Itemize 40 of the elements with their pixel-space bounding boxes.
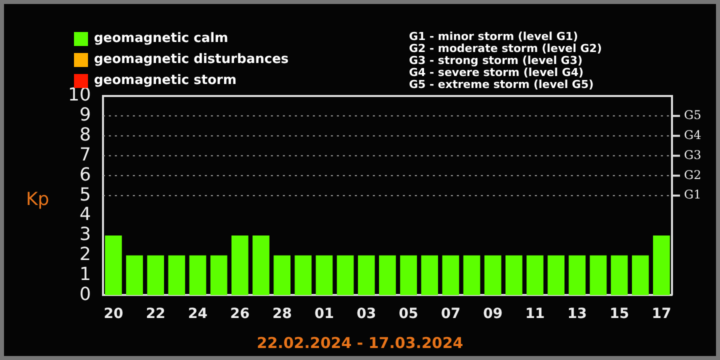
text: G5 - extreme storm (level G5) [409, 78, 595, 91]
x-tick-label: 03 [356, 306, 376, 322]
x-tick-label: 26 [230, 306, 250, 322]
x-tick-label: 20 [104, 306, 124, 322]
text: G4 - severe storm (level G4) [409, 66, 585, 79]
legend-label: geomagnetic calm [94, 30, 228, 48]
x-tick-label: 17 [652, 306, 672, 322]
ref-line-label: G1 [684, 188, 702, 202]
x-tick-label: 15 [610, 306, 630, 322]
text: G3 - strong storm (level G3) [409, 54, 584, 67]
text: G1 - minor storm (level G1) [409, 30, 580, 43]
x-axis-title: 22.02.2024 - 17.03.2024 [256, 334, 464, 352]
x-tick-label: 07 [440, 306, 460, 322]
y-tick-label: 0 [79, 284, 91, 305]
y-tick-label: 10 [68, 84, 91, 106]
legend-label: geomagnetic storm [94, 72, 236, 90]
y-tick-label: 6 [79, 164, 91, 186]
y-tick-label: 3 [79, 224, 91, 246]
ref-line-label: G2 [684, 168, 702, 182]
y-tick-label: 8 [79, 124, 91, 146]
y-tick-label: 5 [79, 184, 91, 206]
x-tick-label: 13 [567, 306, 587, 322]
legend-label: geomagnetic disturbances [94, 51, 289, 69]
ref-line-label: G5 [684, 108, 702, 122]
y-tick-label: 1 [79, 264, 91, 285]
ref-line-label: G4 [684, 128, 702, 142]
x-tick-label: 09 [483, 306, 503, 322]
y-tick-label: 9 [79, 104, 91, 126]
ref-line-label: G3 [684, 148, 702, 162]
x-tick-label: 22 [146, 306, 166, 322]
x-tick-label: 05 [398, 306, 418, 322]
y-tick-label: 4 [79, 204, 91, 226]
text: G2 - moderate storm (level G2) [409, 42, 602, 55]
y-tick-label: 7 [79, 144, 91, 166]
x-tick-label: 28 [272, 306, 292, 322]
x-tick-label: 11 [525, 306, 545, 322]
x-tick-label: 01 [314, 306, 334, 322]
y-axis-title: Kp [26, 189, 50, 210]
x-tick-label: 24 [188, 306, 208, 322]
y-tick-label: 2 [79, 244, 91, 266]
